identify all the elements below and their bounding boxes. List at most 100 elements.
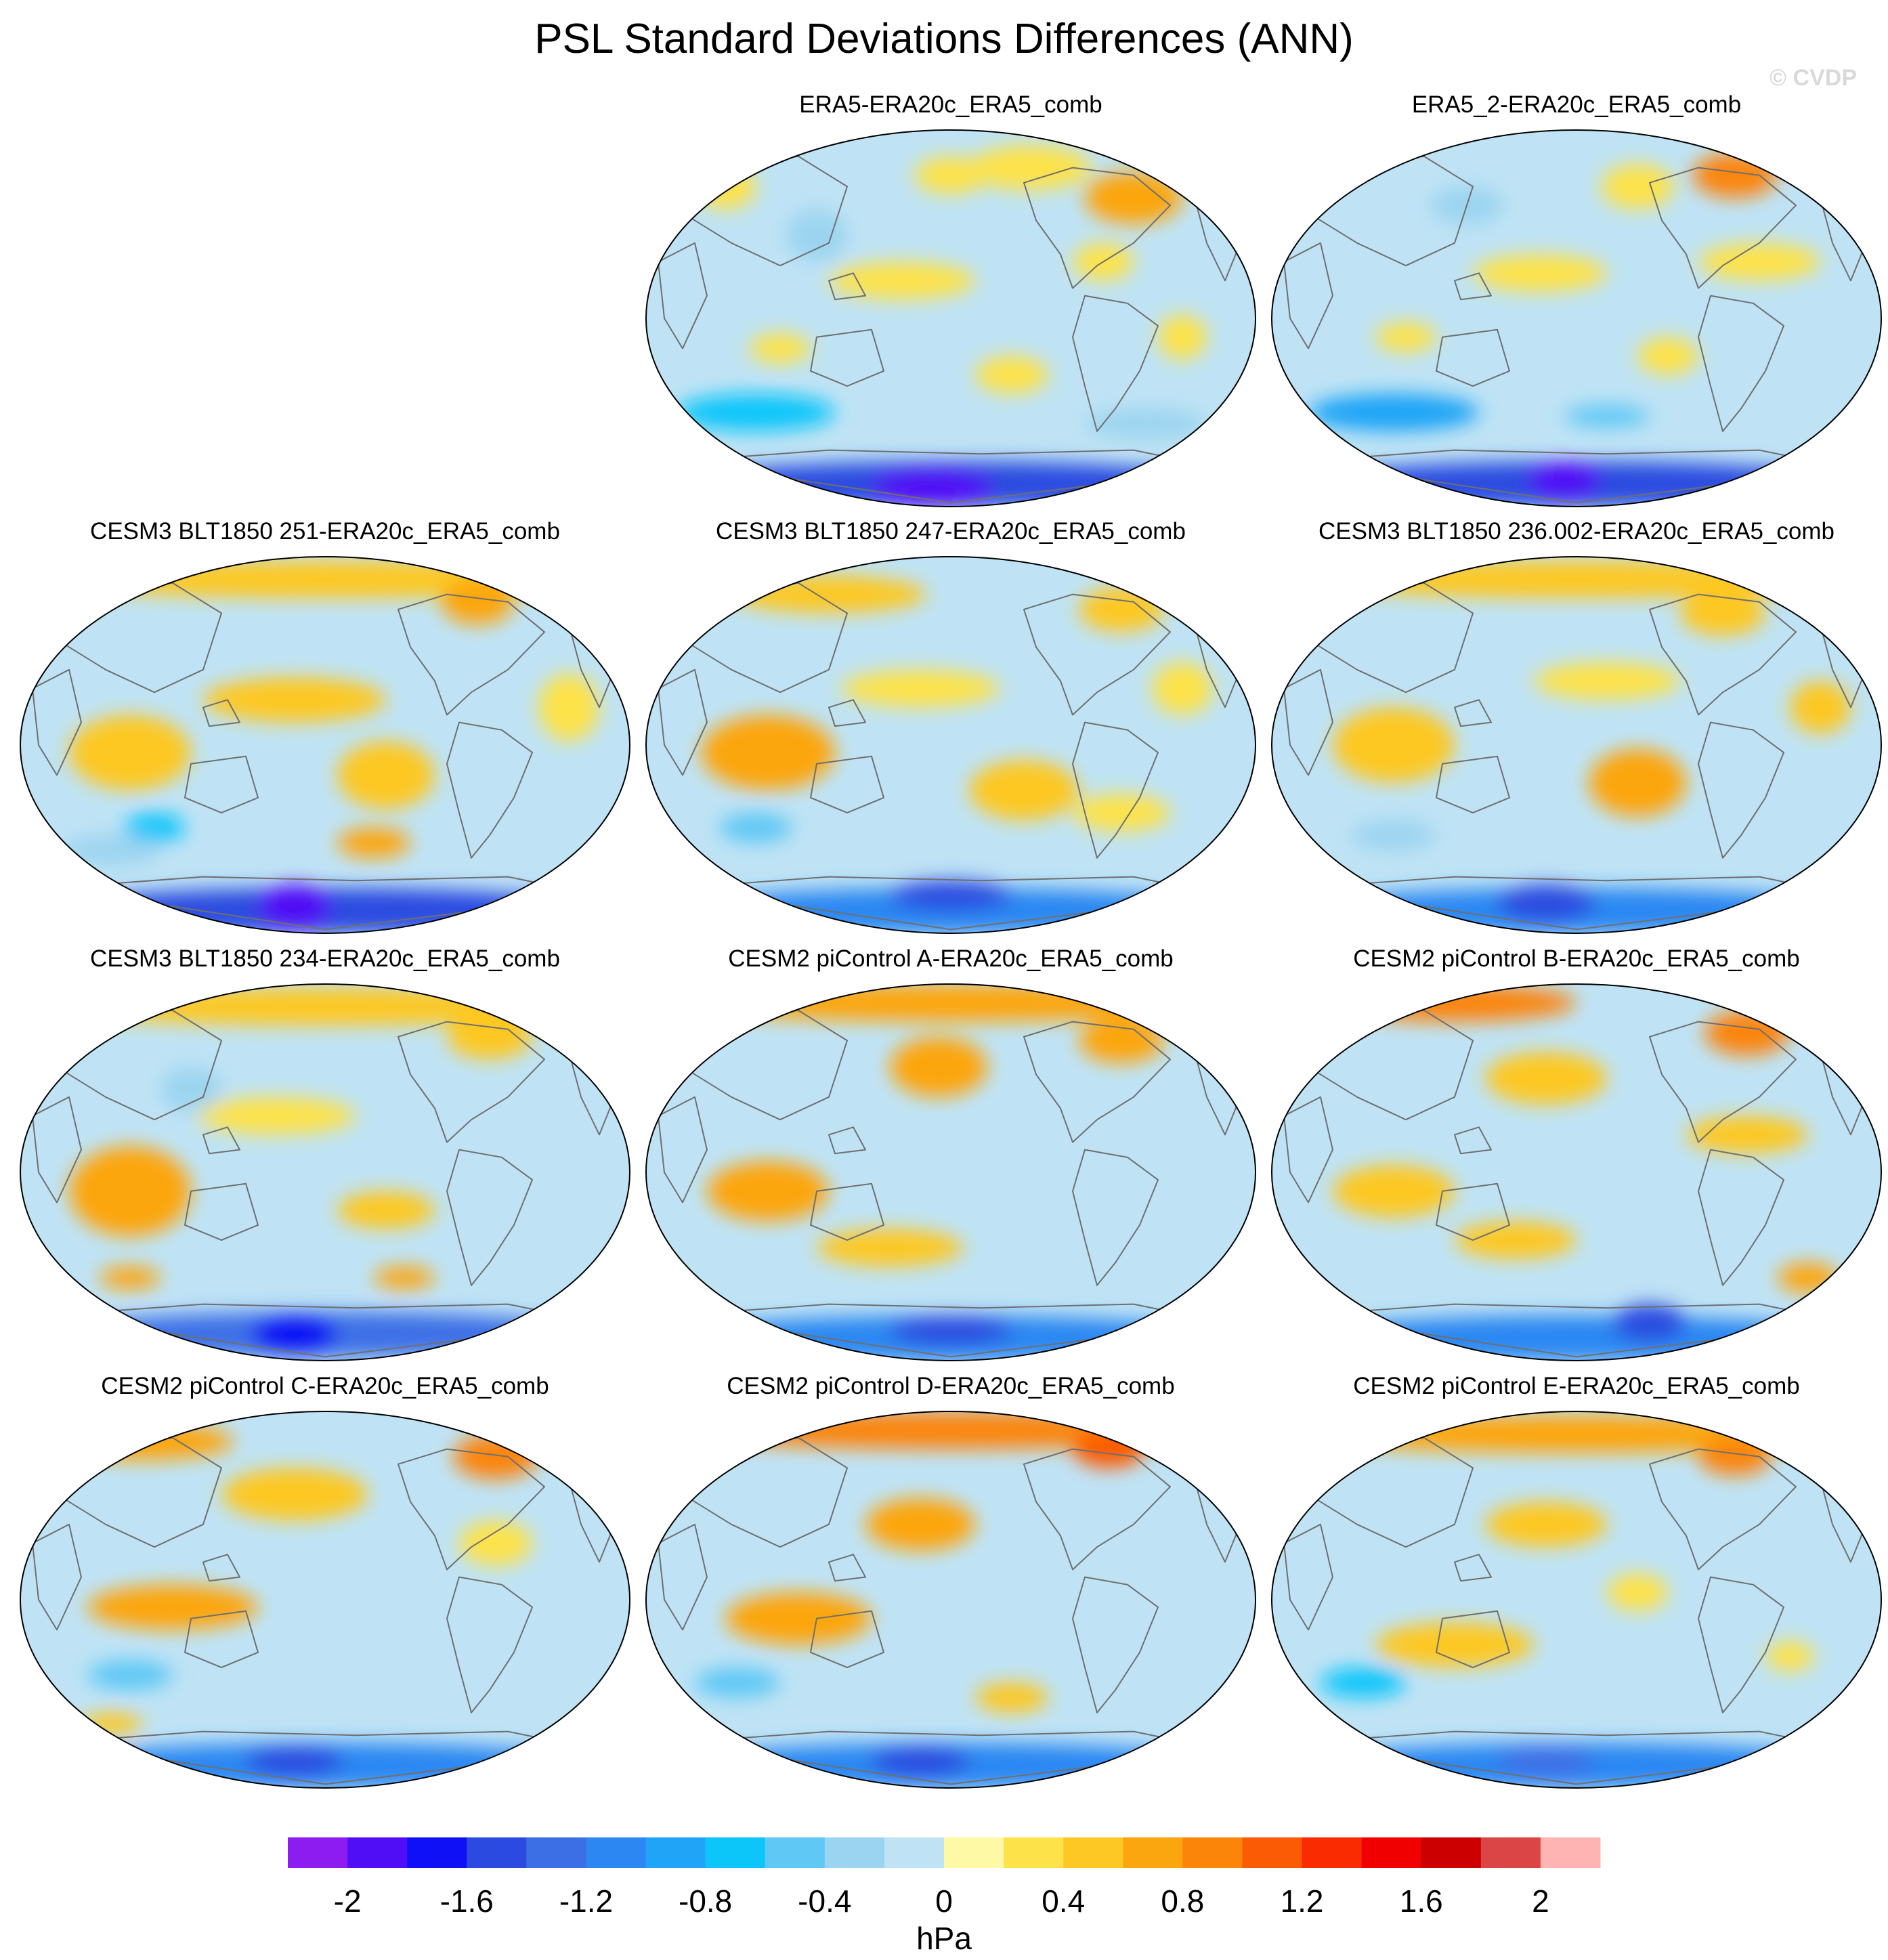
colorbar-box <box>1421 1837 1482 1868</box>
colorbar-unit-label: hPa <box>916 1921 972 1956</box>
anomaly-region <box>890 1315 1012 1346</box>
anomaly-region <box>337 828 410 858</box>
anomaly-region <box>1333 984 1576 1022</box>
coastline <box>1436 1610 1510 1669</box>
panel-grid: ERA5-ERA20c_ERA5_comb ERA5_2-ERA20c_ERA5_… <box>20 91 1882 1789</box>
colorbar-box <box>1123 1837 1183 1868</box>
colorbar-tick-label: -0.8 <box>679 1883 732 1919</box>
map-panel: CESM3 BLT1850 236.002-ERA20c_ERA5_comb <box>1271 518 1882 934</box>
coastline <box>1283 242 1333 349</box>
coastline <box>398 1448 545 1571</box>
map <box>20 1411 630 1789</box>
colorbar-tick-label: 0.8 <box>1161 1883 1204 1919</box>
panel-title: CESM3 BLT1850 236.002-ERA20c_ERA5_comb <box>1318 518 1835 545</box>
anomaly-region <box>1613 1304 1686 1342</box>
coastline <box>676 1303 1226 1358</box>
coastline <box>184 1183 259 1241</box>
coastline <box>184 1610 259 1669</box>
anomaly-region <box>1790 681 1851 734</box>
anomaly-region <box>87 1659 173 1690</box>
anomaly-region <box>51 560 599 599</box>
coastline <box>1698 721 1784 859</box>
anomaly-region <box>719 813 792 843</box>
map-border <box>645 1411 1256 1789</box>
anomaly-region <box>872 1746 969 1777</box>
colorbar-box <box>288 1837 348 1868</box>
anomaly-region <box>1333 707 1455 783</box>
anomaly-region <box>890 1036 987 1097</box>
anomaly-region <box>695 164 756 209</box>
coastline <box>810 755 884 814</box>
map <box>20 983 630 1361</box>
anomaly-region <box>725 1592 872 1645</box>
map <box>20 556 630 934</box>
anomaly-region <box>969 145 1091 190</box>
anomaly-region <box>63 835 160 866</box>
coastline <box>1072 721 1159 859</box>
map-border <box>645 556 1256 934</box>
colorbar-tick-label: -1.2 <box>559 1883 613 1919</box>
colorbar-box <box>705 1837 766 1868</box>
coastline <box>32 668 82 776</box>
anomaly-region <box>1528 461 1601 499</box>
anomaly-region <box>1091 1172 1152 1210</box>
colorbar-box <box>1361 1837 1422 1868</box>
colorbar-box <box>1063 1837 1123 1868</box>
anomaly-region <box>1158 314 1207 360</box>
anomaly-region <box>100 1266 160 1290</box>
chart-title: PSL Standard Deviations Differences (ANN… <box>534 16 1354 62</box>
anomaly-region <box>1321 1667 1406 1698</box>
coastline <box>1302 876 1851 931</box>
colorbar-tick-label: -1.6 <box>440 1883 494 1919</box>
coastline <box>1302 449 1851 504</box>
map-border <box>20 556 630 934</box>
coastline <box>658 668 708 776</box>
anomaly-region <box>1375 1622 1534 1668</box>
coastline <box>1698 1149 1784 1286</box>
anomaly-region <box>197 1096 356 1135</box>
colorbar-box <box>347 1837 408 1868</box>
panel-title: ERA5_2-ERA20c_ERA5_comb <box>1412 91 1741 118</box>
colorbar-box <box>1004 1837 1064 1868</box>
coastline <box>202 1554 240 1582</box>
anomaly-region <box>374 1266 435 1290</box>
anomaly-region <box>337 1191 435 1229</box>
coastline <box>50 1303 600 1358</box>
map-background-field <box>1272 130 1881 507</box>
coastline <box>1302 1730 1851 1785</box>
anomaly-region <box>1333 1164 1455 1218</box>
anomaly-region <box>1455 1221 1576 1259</box>
coastline <box>828 1554 866 1582</box>
map-panel: CESM2 piControl D-ERA20c_ERA5_comb <box>645 1373 1256 1789</box>
anomaly-region <box>1308 393 1479 431</box>
anomaly-region <box>975 356 1048 394</box>
anomaly-region <box>1302 1415 1851 1453</box>
anomaly-region <box>1073 794 1170 832</box>
anomaly-region <box>538 673 599 742</box>
coastline <box>184 755 259 814</box>
map-panel: CESM2 piControl C-ERA20c_ERA5_comb <box>20 1373 630 1789</box>
map-panel: CESM2 piControl B-ERA20c_ERA5_comb <box>1271 945 1882 1361</box>
colorbar-tick-labels: -2 -1.6 -1.2 -0.8 -0.4 0 0.4 0.8 1.2 1.6 2 <box>334 1883 1549 1919</box>
anomaly-region <box>69 1146 191 1237</box>
map-border <box>645 129 1256 507</box>
anomaly-region <box>817 1229 963 1266</box>
anomaly-region <box>1704 1010 1790 1056</box>
anomaly-region <box>872 469 993 507</box>
map <box>645 129 1256 507</box>
map <box>1271 129 1882 507</box>
anomaly-region <box>1680 591 1765 636</box>
anomaly-region <box>203 677 386 723</box>
colorbar-box <box>1480 1837 1541 1868</box>
map <box>1271 556 1882 934</box>
anomaly-region <box>1351 820 1436 851</box>
anomaly-region <box>1698 1437 1772 1476</box>
anomaly-region <box>786 209 847 262</box>
coastline <box>398 1021 545 1143</box>
map-background-field <box>1272 1411 1881 1788</box>
colorbar-box <box>407 1837 467 1868</box>
panel-title: CESM2 piControl C-ERA20c_ERA5_comb <box>101 1373 549 1399</box>
anomaly-region <box>701 715 835 790</box>
coastline <box>1072 1576 1159 1713</box>
